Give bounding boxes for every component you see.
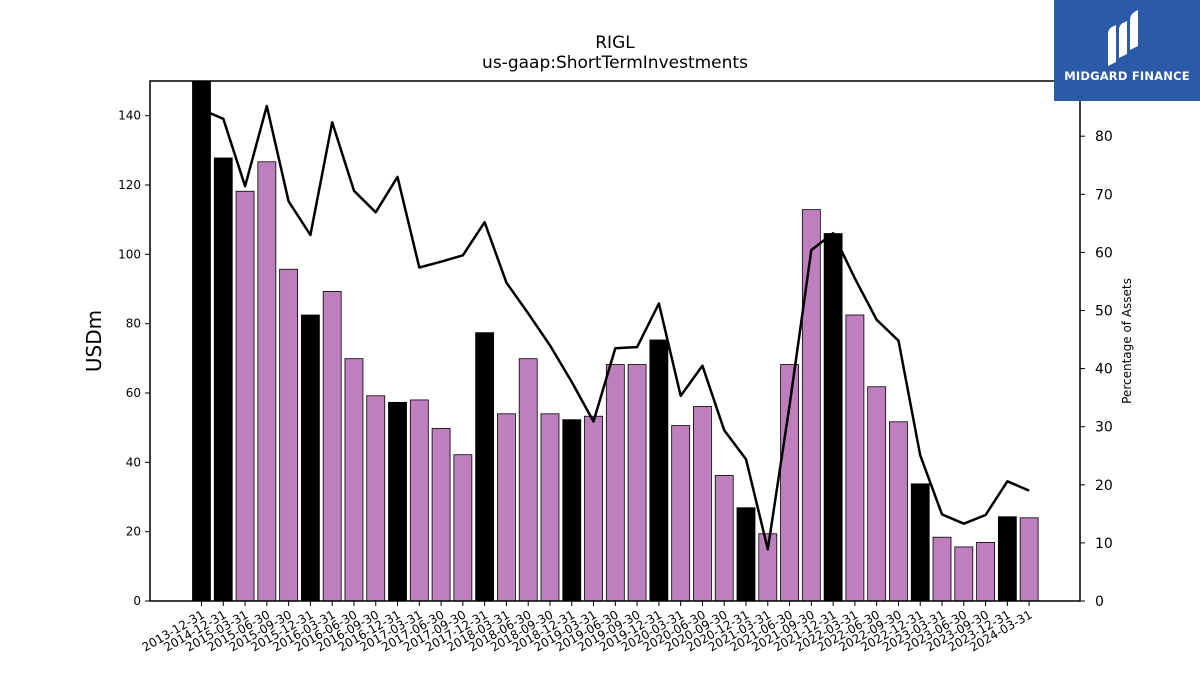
bar-2020-06-30 <box>693 406 712 602</box>
percentage-of-assets-line <box>201 104 1030 551</box>
y-axis-right: 0 10 20 30 40 50 60 70 80 <box>1080 129 1113 610</box>
logo-text: MIDGARD FINANCE <box>1064 69 1190 83</box>
bar-2023-03-31 <box>932 536 952 602</box>
line-series <box>201 104 1030 551</box>
bar-2019-06-30 <box>605 364 625 602</box>
y-left-tick-label: 140 <box>118 109 141 123</box>
y-left-tick-label: 120 <box>118 178 141 192</box>
y-left-tick-label: 60 <box>126 386 141 400</box>
bar-2015-09-30 <box>279 268 299 602</box>
x-axis: 2013-12-312014-12-312015-03-312015-06-30… <box>140 601 1035 654</box>
bar-2013-12-31 <box>192 80 211 602</box>
bar-2015-12-31 <box>300 314 320 602</box>
chart-subtitle: us-gaap:ShortTermInvestments <box>482 53 748 73</box>
bar-2014-12-31 <box>213 157 233 602</box>
midgard-finance-logo: MIDGARD FINANCE <box>1054 0 1200 101</box>
bar-2022-12-31 <box>910 483 930 602</box>
y-left-tick-label: 100 <box>118 247 141 261</box>
y-left-tick-label: 0 <box>133 594 141 608</box>
bar-2015-03-31 <box>235 190 255 602</box>
y-right-tick-label: 50 <box>1095 303 1113 319</box>
bar-2020-03-31 <box>671 425 691 602</box>
bar-2017-09-30 <box>453 454 473 602</box>
bar-2018-12-31 <box>562 419 582 602</box>
y-right-tick-label: 0 <box>1095 594 1104 610</box>
bar-2019-12-31 <box>649 339 669 602</box>
bar-2021-12-31 <box>823 233 843 602</box>
bar-2021-09-30 <box>801 209 821 602</box>
y-left-tick-label: 80 <box>126 317 141 331</box>
bar-2022-06-30 <box>867 386 887 602</box>
y-right-tick-label: 60 <box>1095 245 1113 261</box>
bar-2015-06-30 <box>257 161 277 602</box>
y-left-tick-label: 20 <box>126 525 141 539</box>
midgard-logo-icon <box>1108 10 1138 66</box>
bar-2022-09-30 <box>889 421 908 602</box>
bar-2016-12-31 <box>388 401 407 602</box>
bar-2022-03-31 <box>845 314 865 602</box>
bar-2016-06-30 <box>344 358 364 602</box>
bar-2016-09-30 <box>366 395 386 602</box>
bar-2023-06-30 <box>954 546 974 602</box>
bar-2023-09-30 <box>976 542 995 602</box>
bar-2018-09-30 <box>540 413 560 602</box>
bar-2023-12-31 <box>997 516 1017 602</box>
y-right-tick-label: 20 <box>1095 478 1113 494</box>
bar-2020-12-31 <box>736 507 756 602</box>
y-right-tick-label: 30 <box>1095 420 1113 436</box>
y-right-tick-label: 70 <box>1095 187 1113 203</box>
bar-2019-03-31 <box>584 415 603 602</box>
bar-2020-09-30 <box>714 475 734 602</box>
bar-2024-03-31 <box>1019 517 1039 602</box>
y-right-tick-label: 80 <box>1095 129 1113 145</box>
bar-series <box>192 80 1039 602</box>
bar-2018-06-30 <box>518 358 538 602</box>
chart-title: RIGL <box>595 33 635 53</box>
y-right-tick-label: 10 <box>1095 536 1113 552</box>
bar-2017-06-30 <box>431 427 451 602</box>
bar-2017-03-31 <box>409 399 429 602</box>
y-right-tick-label: 40 <box>1095 362 1113 378</box>
bar-2019-09-30 <box>627 364 647 602</box>
y-left-tick-label: 40 <box>126 455 141 469</box>
bar-2016-03-31 <box>322 291 342 602</box>
y-axis-label-right: Percentage of Assets <box>1120 278 1134 404</box>
y-axis-label-left: USDm <box>82 310 106 372</box>
bar-2018-03-31 <box>497 413 516 602</box>
y-axis-left: 0 20 40 60 80 100 120 140 <box>118 109 150 608</box>
bar-2017-12-31 <box>475 332 495 602</box>
